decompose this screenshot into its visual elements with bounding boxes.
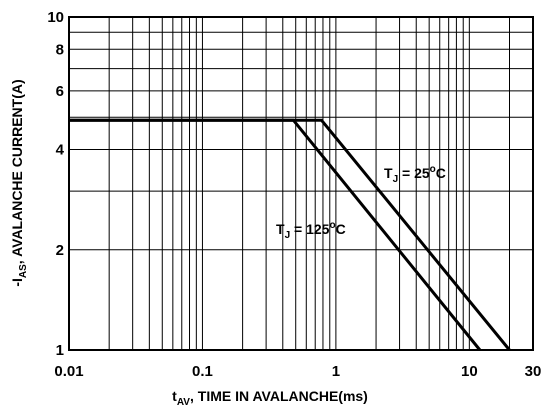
series-layer	[69, 118, 511, 351]
x-tick-label: 1	[332, 363, 340, 380]
y-tick-label: 2	[56, 242, 64, 259]
x-tick-label: 0.01	[54, 363, 83, 380]
y-tick-labels: 1 2 4 6 8 10	[47, 9, 64, 359]
x-tick-label: 10	[461, 363, 478, 380]
x-axis-label: tAV, TIME IN AVALANCHE(ms)	[172, 388, 368, 408]
y-tick-label: 10	[47, 9, 64, 26]
x-tick-label: 0.1	[192, 363, 213, 380]
x-tick-labels: 0.01 0.1 1 10 30	[54, 363, 541, 380]
plot-frame	[68, 16, 534, 351]
y-tick-label: 6	[56, 83, 64, 100]
y-tick-label: 1	[56, 342, 64, 359]
x-tick-label: 30	[525, 363, 542, 380]
series-line-tj-125c	[69, 118, 482, 351]
series-label-tj-25c: TJ = 25oC	[384, 164, 446, 185]
series-label-tj-125c: TJ = 125oC	[276, 220, 346, 241]
y-axis-label: -IAS, AVALANCHE CURRENT(A)	[9, 79, 29, 286]
y-tick-label: 4	[56, 142, 65, 159]
grid-lines	[68, 16, 534, 351]
y-tick-label: 8	[56, 41, 64, 58]
